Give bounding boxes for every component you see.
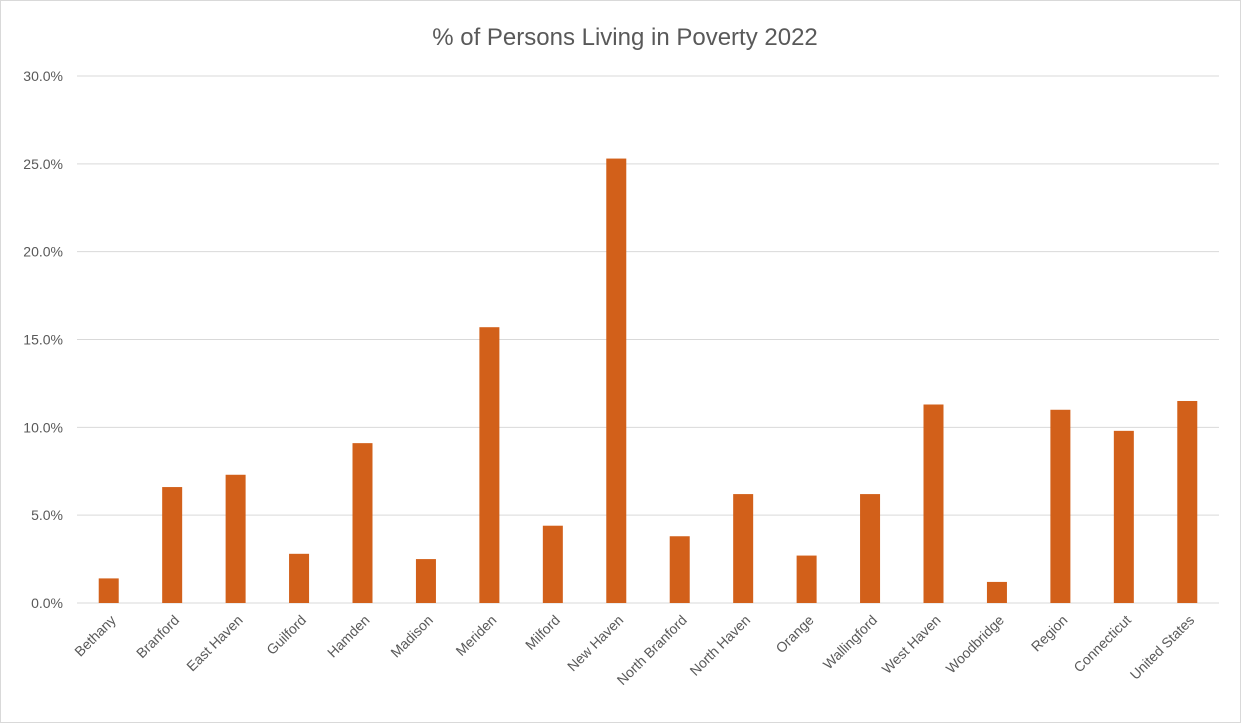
bar-hamden: [352, 443, 373, 603]
bars: [98, 158, 1198, 603]
bar-region: [1050, 409, 1071, 603]
bar-woodbridge: [986, 581, 1007, 603]
x-tick-label: Bethany: [71, 612, 119, 660]
bar-wallingford: [860, 494, 881, 603]
bar-new-haven: [606, 158, 627, 603]
y-tick-label: 30.0%: [23, 68, 63, 84]
x-tick-label: Region: [1028, 612, 1071, 655]
x-tick-label: Milford: [522, 612, 563, 653]
y-tick-label: 5.0%: [31, 507, 63, 523]
bar-north-haven: [733, 494, 754, 603]
bar-west-haven: [923, 404, 944, 603]
x-tick-label: Orange: [772, 612, 816, 656]
x-tick-label: Connecticut: [1070, 612, 1134, 676]
y-axis-ticks: 0.0% 5.0% 10.0% 15.0% 20.0% 25.0% 30.0%: [23, 68, 63, 611]
bar-united-states: [1177, 400, 1198, 603]
bar-north-branford: [669, 536, 690, 603]
x-tick-label: Guilford: [263, 612, 309, 658]
y-tick-label: 20.0%: [23, 244, 63, 260]
bar-connecticut: [1113, 430, 1134, 603]
x-tick-label: Branford: [133, 612, 182, 661]
chart-title: % of Persons Living in Poverty 2022: [432, 24, 818, 51]
bar-branford: [162, 487, 183, 603]
x-tick-label: New Haven: [564, 612, 626, 674]
y-tick-label: 0.0%: [31, 595, 63, 611]
bar-east-haven: [225, 474, 246, 603]
x-tick-label: West Haven: [879, 612, 944, 677]
x-tick-label: East Haven: [183, 612, 245, 674]
bar-madison: [415, 559, 436, 603]
y-tick-label: 10.0%: [23, 419, 63, 435]
x-tick-label: Wallingford: [820, 612, 880, 672]
bar-milford: [542, 525, 563, 603]
bar-guilford: [289, 553, 310, 603]
x-tick-label: North Haven: [686, 612, 753, 679]
x-tick-label: United States: [1127, 612, 1198, 683]
x-tick-label: Hamden: [324, 612, 373, 661]
bar-orange: [796, 555, 817, 603]
x-axis-labels: Bethany Branford East Haven Guilford Hamden M…: [71, 612, 1197, 688]
bar-bethany: [98, 578, 119, 603]
y-tick-label: 25.0%: [23, 156, 63, 172]
x-tick-label: Woodbridge: [943, 612, 1008, 677]
bar-meriden: [479, 327, 500, 603]
x-tick-label: Meriden: [452, 612, 499, 659]
x-tick-label: Madison: [387, 612, 436, 661]
y-tick-label: 15.0%: [23, 332, 63, 348]
gridlines: [77, 75, 1219, 604]
